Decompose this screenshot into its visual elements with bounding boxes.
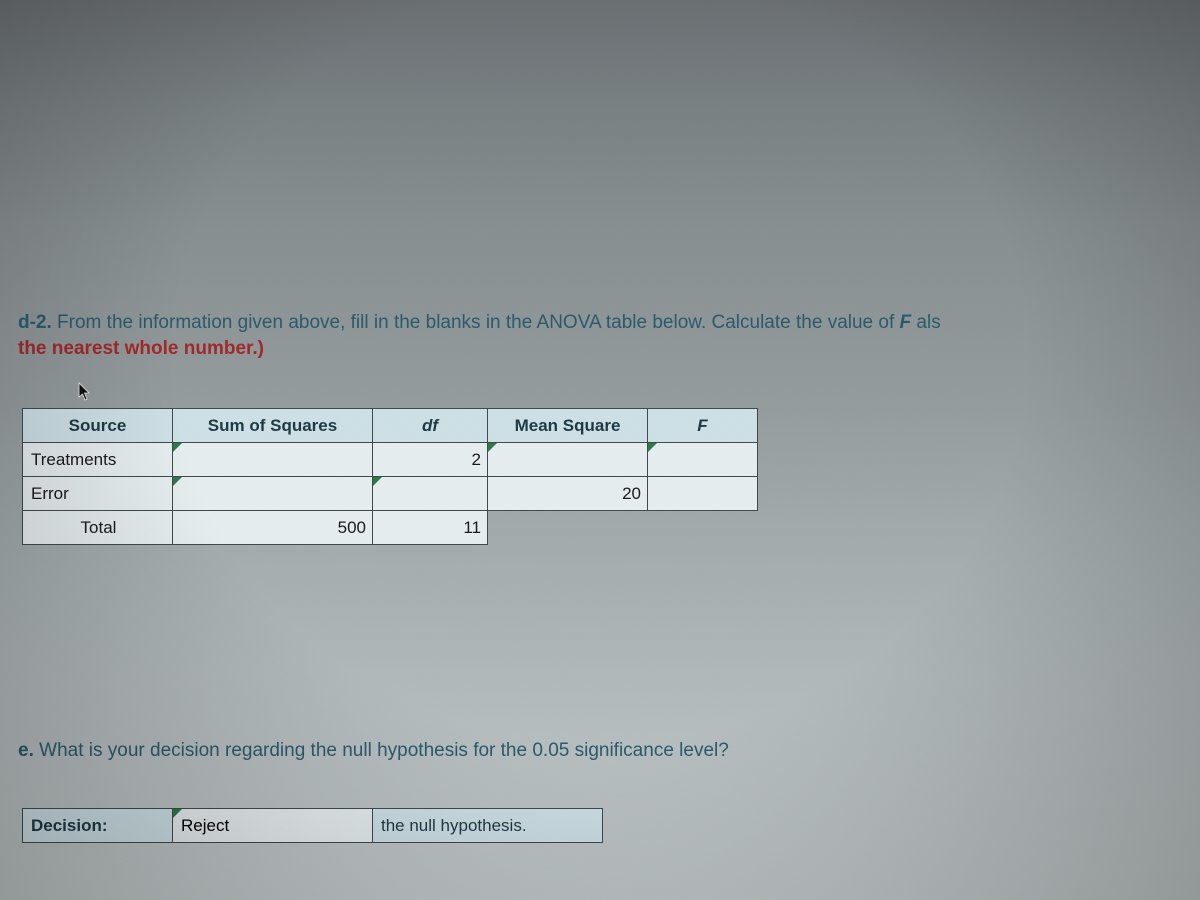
header-ss: Sum of Squares <box>173 409 373 443</box>
question-e-prefix: e. <box>18 740 34 761</box>
total-label: Total <box>23 511 173 545</box>
question-d2-body: From the information given above, fill i… <box>52 312 900 333</box>
header-source: Source <box>23 409 173 443</box>
error-ms: 20 <box>488 477 648 511</box>
decision-suffix: the null hypothesis. <box>373 809 603 843</box>
error-df-input[interactable] <box>373 477 488 511</box>
total-df: 11 <box>373 511 488 545</box>
decision-row: Decision: Reject the null hypothesis. <box>23 809 603 843</box>
question-e-body: What is your decision regarding the null… <box>34 740 729 761</box>
anova-header-row: Source Sum of Squares df Mean Square F <box>23 409 758 443</box>
decision-label: Decision: <box>23 809 173 843</box>
question-e: e. What is your decision regarding the n… <box>18 740 729 762</box>
question-d2-prefix: d-2. <box>18 312 52 333</box>
header-df: df <box>373 409 488 443</box>
question-d2-red: the nearest whole number.) <box>18 338 264 359</box>
question-d2-var: F <box>900 312 912 333</box>
decision-select[interactable]: Reject <box>173 809 373 843</box>
header-ms: Mean Square <box>488 409 648 443</box>
decision-table: Decision: Reject the null hypothesis. <box>22 808 603 843</box>
total-ms-empty <box>488 511 648 545</box>
header-f: F <box>648 409 758 443</box>
question-d2-trail: als <box>911 312 941 333</box>
question-d2: d-2. From the information given above, f… <box>18 310 1200 361</box>
treatments-ss-input[interactable] <box>173 443 373 477</box>
error-f-blank <box>648 477 758 511</box>
error-ss-input[interactable] <box>173 477 373 511</box>
anova-row-total: Total 500 11 <box>23 511 758 545</box>
cursor-icon <box>78 382 92 402</box>
anova-table: Source Sum of Squares df Mean Square F T… <box>22 408 758 545</box>
treatments-ms-input[interactable] <box>488 443 648 477</box>
anova-row-treatments: Treatments 2 <box>23 443 758 477</box>
total-ss: 500 <box>173 511 373 545</box>
treatments-label: Treatments <box>23 443 173 477</box>
anova-row-error: Error 20 <box>23 477 758 511</box>
total-f-empty <box>648 511 758 545</box>
treatments-df: 2 <box>373 443 488 477</box>
treatments-f-input[interactable] <box>648 443 758 477</box>
error-label: Error <box>23 477 173 511</box>
